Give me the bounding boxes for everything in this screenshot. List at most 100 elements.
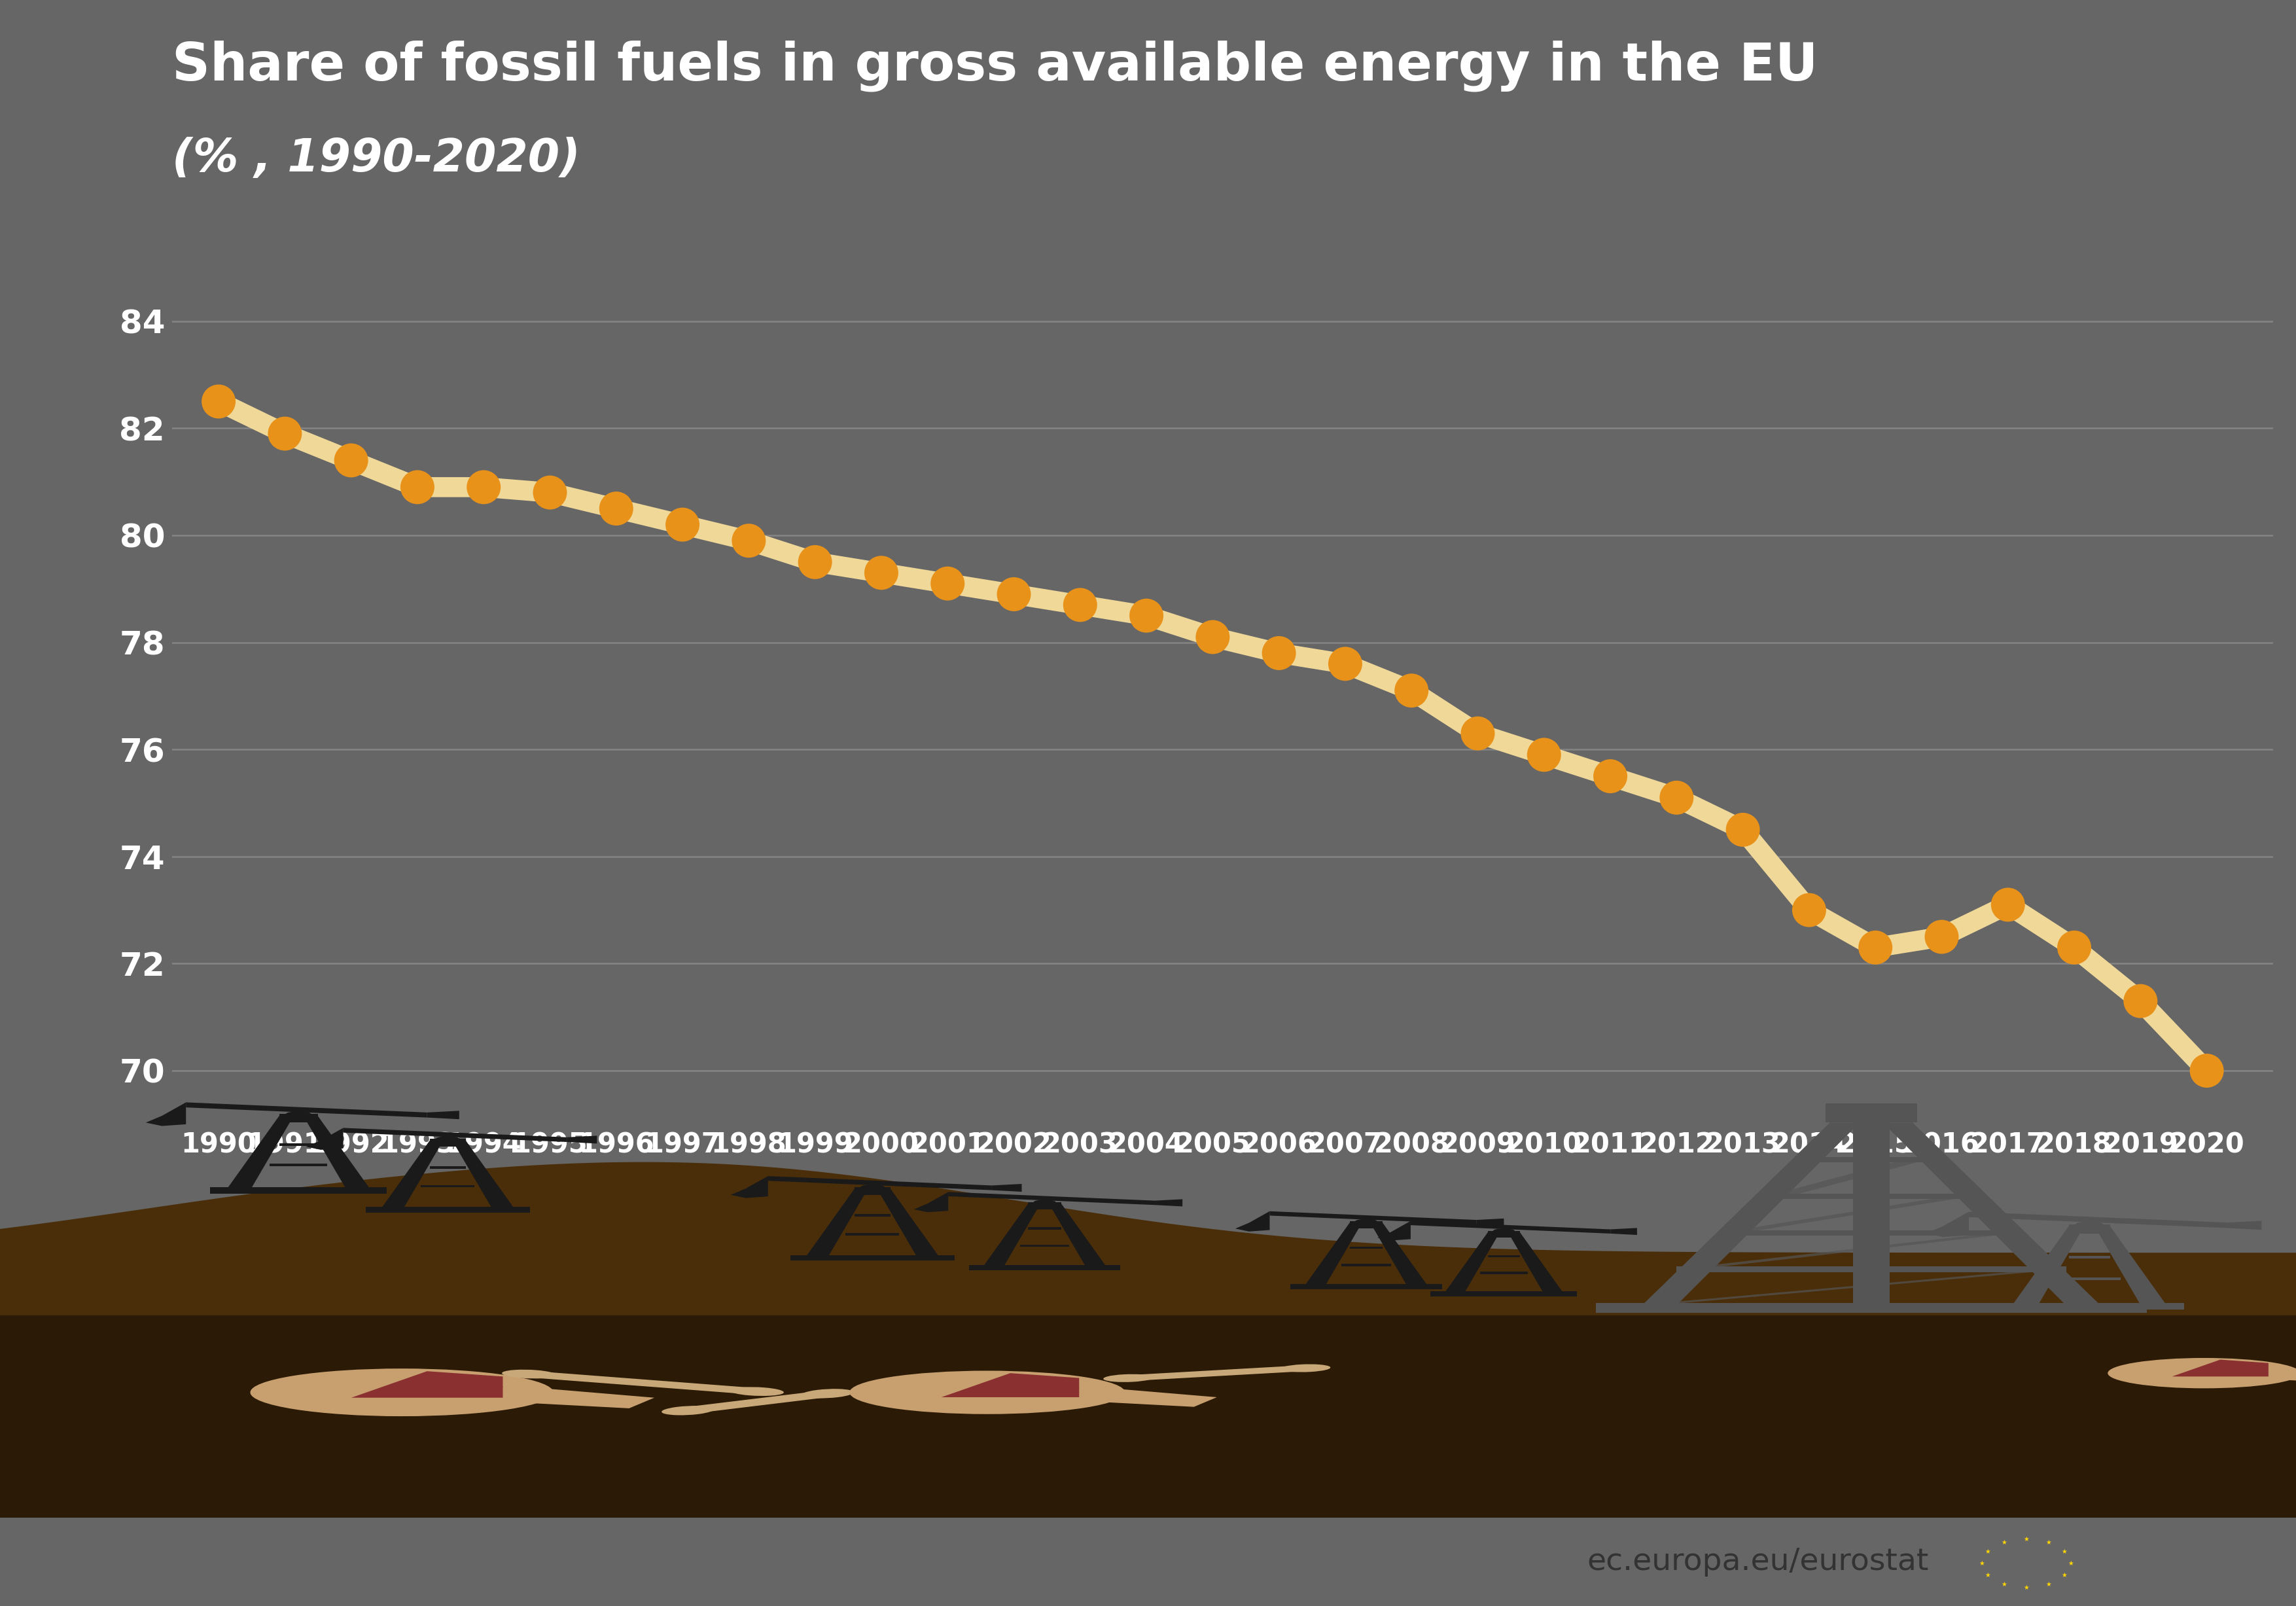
Text: ★: ★: [2046, 1580, 2050, 1588]
Polygon shape: [186, 1102, 427, 1118]
Bar: [1341, 1264, 1391, 1266]
Polygon shape: [1371, 1222, 1428, 1286]
Bar: [1350, 1246, 1382, 1249]
Text: ★: ★: [2023, 1585, 2030, 1592]
Point: [1724, 817, 1761, 843]
Circle shape: [861, 1185, 884, 1190]
Polygon shape: [992, 1184, 1022, 1192]
Circle shape: [1492, 1229, 1515, 1233]
Text: ★: ★: [2002, 1580, 2007, 1588]
Bar: [854, 1187, 891, 1195]
Polygon shape: [2285, 1370, 2296, 1383]
Polygon shape: [730, 1176, 767, 1198]
Circle shape: [1355, 1219, 1378, 1224]
Bar: [1995, 1302, 2183, 1309]
Text: ec.europa.eu/eurostat: ec.europa.eu/eurostat: [1587, 1547, 1929, 1577]
Ellipse shape: [850, 1372, 1125, 1415]
Polygon shape: [1508, 1232, 1564, 1294]
Ellipse shape: [250, 1368, 553, 1416]
Point: [533, 480, 569, 506]
Polygon shape: [1883, 1123, 2101, 1306]
Bar: [790, 1254, 955, 1261]
Point: [1791, 898, 1828, 923]
Point: [1460, 721, 1497, 747]
Polygon shape: [351, 1372, 503, 1397]
Polygon shape: [452, 1140, 514, 1209]
Bar: [1481, 1272, 1527, 1274]
Ellipse shape: [1281, 1363, 1329, 1372]
Bar: [1488, 1254, 1520, 1257]
Point: [1591, 763, 1628, 789]
Point: [2055, 935, 2092, 960]
Point: [1991, 891, 2027, 917]
Point: [930, 570, 967, 596]
Polygon shape: [1155, 1200, 1182, 1206]
Polygon shape: [381, 1140, 443, 1209]
Bar: [1019, 1245, 1070, 1246]
Bar: [0, 1306, 2296, 1518]
Point: [1127, 602, 1164, 628]
Polygon shape: [1722, 1196, 1975, 1232]
Bar: [1814, 1156, 1929, 1163]
Point: [1327, 650, 1364, 676]
Ellipse shape: [661, 1405, 714, 1415]
Bar: [280, 1143, 317, 1147]
Bar: [1722, 1230, 2020, 1237]
Point: [996, 581, 1033, 607]
Polygon shape: [1410, 1221, 1609, 1233]
Text: (% , 1990-2020): (% , 1990-2020): [172, 137, 581, 180]
Ellipse shape: [987, 1380, 1079, 1394]
Point: [797, 549, 833, 575]
Bar: [1676, 1267, 2066, 1272]
Point: [400, 474, 436, 499]
Polygon shape: [1630, 1269, 2066, 1306]
Circle shape: [2076, 1222, 2103, 1227]
Polygon shape: [948, 1192, 1155, 1204]
Ellipse shape: [402, 1380, 503, 1396]
Point: [1857, 935, 1894, 960]
Polygon shape: [2094, 1227, 2167, 1306]
Point: [730, 528, 767, 554]
Bar: [420, 1185, 475, 1187]
Polygon shape: [305, 1127, 344, 1150]
Polygon shape: [767, 1176, 992, 1190]
Ellipse shape: [2204, 1365, 2268, 1375]
Polygon shape: [1970, 1211, 2227, 1229]
Text: ★: ★: [2062, 1548, 2066, 1555]
Ellipse shape: [1104, 1375, 1153, 1383]
Polygon shape: [1444, 1232, 1499, 1294]
Point: [2188, 1058, 2225, 1084]
Polygon shape: [1768, 1160, 1929, 1196]
Polygon shape: [806, 1188, 868, 1257]
Polygon shape: [1270, 1211, 1476, 1224]
Point: [1658, 785, 1694, 811]
Polygon shape: [1926, 1211, 1970, 1237]
Polygon shape: [1304, 1222, 1362, 1286]
Bar: [365, 1206, 530, 1213]
Bar: [1290, 1285, 1442, 1290]
Point: [597, 496, 634, 522]
Polygon shape: [147, 1102, 186, 1126]
Bar: [845, 1233, 900, 1235]
Bar: [2060, 1277, 2122, 1280]
Ellipse shape: [503, 1370, 556, 1378]
Polygon shape: [1476, 1219, 1504, 1225]
Text: ★: ★: [2002, 1539, 2007, 1547]
Bar: [1853, 1123, 1890, 1306]
Polygon shape: [427, 1111, 459, 1119]
Text: ★: ★: [2023, 1535, 2030, 1542]
Bar: [2069, 1224, 2110, 1233]
Polygon shape: [225, 1116, 294, 1190]
Text: ★: ★: [2069, 1559, 2073, 1567]
Polygon shape: [877, 1188, 939, 1257]
Bar: [1350, 1222, 1382, 1229]
Bar: [854, 1214, 891, 1217]
Circle shape: [436, 1137, 459, 1142]
Polygon shape: [2227, 1221, 2262, 1230]
Polygon shape: [1235, 1211, 1270, 1232]
Bar: [429, 1166, 466, 1169]
Point: [266, 421, 303, 446]
Polygon shape: [2011, 1227, 2085, 1306]
Bar: [1768, 1193, 1975, 1200]
Polygon shape: [0, 1163, 2296, 1315]
